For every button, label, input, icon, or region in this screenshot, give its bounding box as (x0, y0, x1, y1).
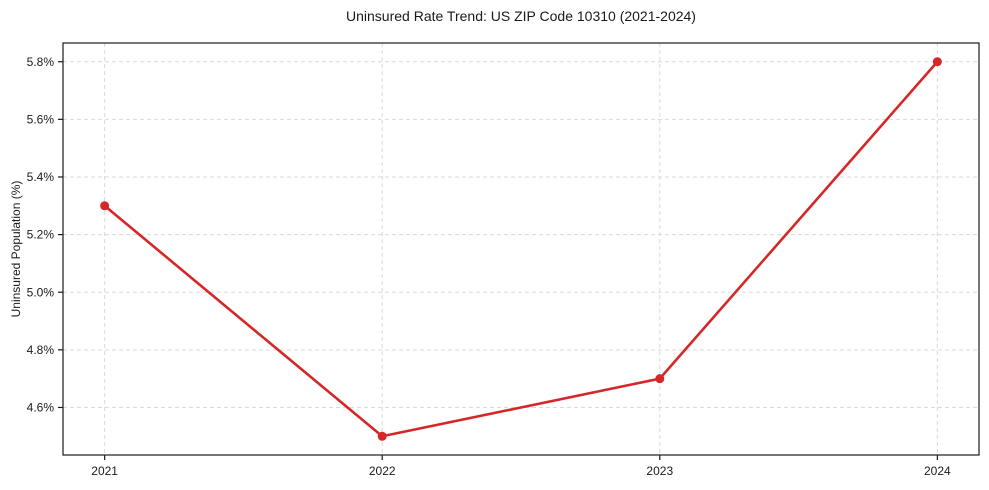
y-tick-label: 5.4% (27, 170, 55, 184)
y-tick-label: 5.8% (27, 55, 55, 69)
y-tick-label: 5.6% (27, 112, 55, 126)
y-tick-label: 5.0% (27, 285, 55, 299)
chart-title: Uninsured Rate Trend: US ZIP Code 10310 … (346, 8, 696, 24)
x-tick-label: 2022 (369, 464, 396, 478)
data-point-2022 (377, 431, 387, 441)
y-axis-label: Uninsured Population (%) (9, 180, 23, 318)
x-tick-label: 2024 (924, 464, 951, 478)
data-point-2023 (655, 374, 665, 384)
trend-line (103, 60, 939, 438)
axes-frame (62, 42, 980, 456)
y-tick-label: 4.6% (27, 401, 55, 415)
y-tick-label: 5.2% (27, 228, 55, 242)
y-tick-label: 4.8% (27, 343, 55, 357)
x-tick-label: 2021 (91, 464, 118, 478)
x-tick-label: 2023 (646, 464, 673, 478)
data-point-2021 (100, 201, 110, 211)
data-point-2024 (932, 57, 942, 67)
